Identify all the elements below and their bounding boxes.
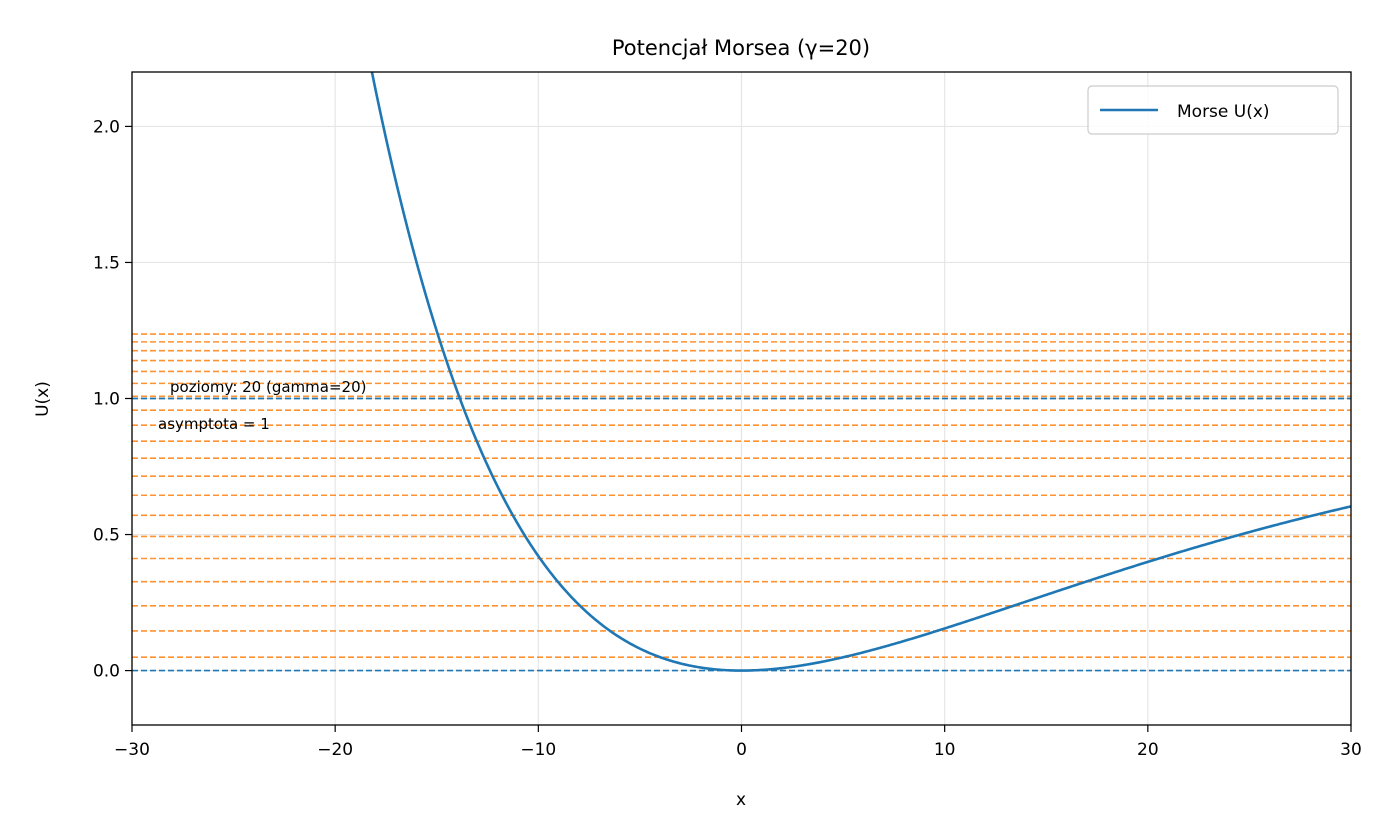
levels-annotation: poziomy: 20 (gamma=20) [170, 378, 366, 396]
x-axis-label: x [736, 790, 746, 810]
x-tick-label: −30 [114, 740, 150, 760]
x-tick-label: 10 [934, 740, 956, 760]
y-axis-label: U(x) [33, 381, 53, 417]
legend-label-morse: Morse U(x) [1177, 102, 1270, 122]
x-tick-label: −20 [317, 740, 353, 760]
asymptote-annotation: asymptota = 1 [158, 415, 270, 433]
x-tick-label: −10 [520, 740, 556, 760]
y-tick-label: 0.5 [93, 526, 120, 546]
y-tick-label: 2.0 [93, 117, 120, 137]
legend-box [1087, 85, 1339, 135]
x-tick-label: 20 [1137, 740, 1159, 760]
plot-area [132, 72, 1351, 672]
x-tick-label: 0 [736, 740, 747, 760]
y-tick-label: 1.5 [93, 253, 120, 273]
morse-curve [370, 72, 1351, 672]
axis-ticks: −30 −20 −10 0 10 20 30 0.0 0.5 1.0 1.5 2.0 [93, 117, 1362, 760]
legend: Morse U(x) [1087, 85, 1339, 135]
x-tick-label: 30 [1340, 740, 1362, 760]
chart-title: Potencjał Morsea (γ=20) [612, 36, 870, 60]
y-tick-label: 1.0 [93, 390, 120, 410]
y-tick-label: 0.0 [93, 662, 120, 682]
